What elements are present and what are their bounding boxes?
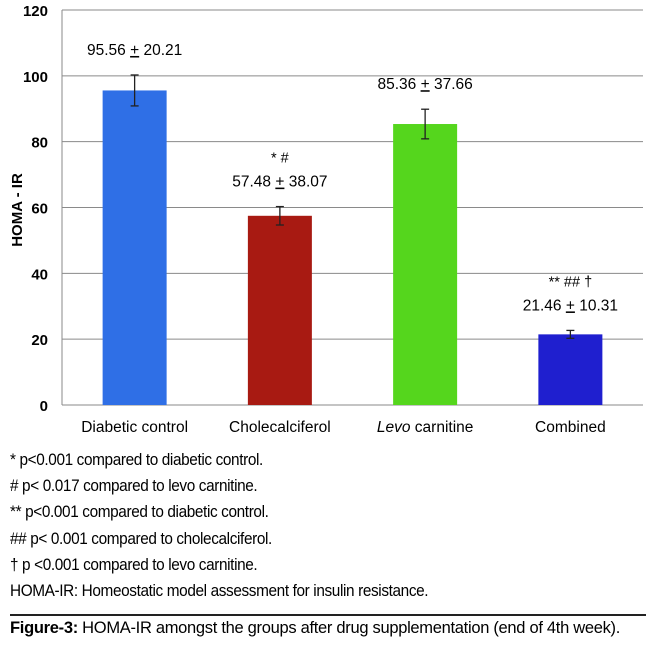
abbreviation-note: HOMA-IR: Homeostatic model assessment fo… xyxy=(10,582,429,601)
y-tick-label: 60 xyxy=(31,201,48,218)
y-tick-label: 20 xyxy=(31,332,48,349)
y-tick-label: 120 xyxy=(23,3,48,20)
bar xyxy=(538,334,603,405)
caption-label: Figure-3: xyxy=(10,619,78,637)
bar xyxy=(102,90,167,405)
footnotes: * p<0.001 compared to diabetic control. … xyxy=(10,447,640,604)
data-label: 95.56 + 20.21 xyxy=(87,42,182,59)
y-tick-label: 0 xyxy=(40,398,48,415)
caption-divider xyxy=(10,614,646,616)
x-axis-labels: Diabetic control Cholecalciferol Levo carn… xyxy=(81,419,605,436)
footnote: # p< 0.017 compared to levo carnitine. xyxy=(10,477,258,496)
y-axis-ticks: 0 20 40 60 80 100 120 xyxy=(23,3,48,415)
figure-caption: Figure-3: HOMA-IR amongst the groups aft… xyxy=(10,618,646,639)
y-tick-label: 80 xyxy=(31,135,48,152)
data-labels: 95.56 + 20.21 57.48 + 38.07 * # 85.36 + 37.… xyxy=(87,42,618,314)
footnote: ** p<0.001 compared to diabetic control. xyxy=(10,503,269,522)
significance-label: ** ## † xyxy=(549,274,593,290)
y-tick-label: 100 xyxy=(23,69,48,86)
significance-label: * # xyxy=(271,151,289,167)
x-tick-label: Combined xyxy=(535,419,606,436)
bars xyxy=(102,74,603,406)
bar xyxy=(393,124,458,406)
data-label: 85.36 + 37.66 xyxy=(377,76,472,93)
x-tick-label: Levo carnitine xyxy=(377,419,474,436)
y-tick-label: 40 xyxy=(31,266,48,283)
x-tick-label: Diabetic control xyxy=(81,419,188,436)
y-axis-label: HOMA - IR xyxy=(9,173,26,247)
caption-text: HOMA-IR amongst the groups after drug su… xyxy=(77,619,621,637)
bar xyxy=(247,215,312,405)
data-label: 57.48 + 38.07 xyxy=(232,174,327,191)
footnote: * p<0.001 compared to diabetic control. xyxy=(10,451,263,469)
footnote: ## p< 0.001 compared to cholecalciferol. xyxy=(10,529,272,548)
x-tick-label: Cholecalciferol xyxy=(229,419,331,436)
footnote: † p <0.001 compared to levo carnitine. xyxy=(10,555,258,574)
data-label: 21.46 + 10.31 xyxy=(523,297,618,314)
bar-chart: 0 20 40 60 80 100 120 95.56 + 20.21 57.48 + 38.… xyxy=(9,3,643,436)
